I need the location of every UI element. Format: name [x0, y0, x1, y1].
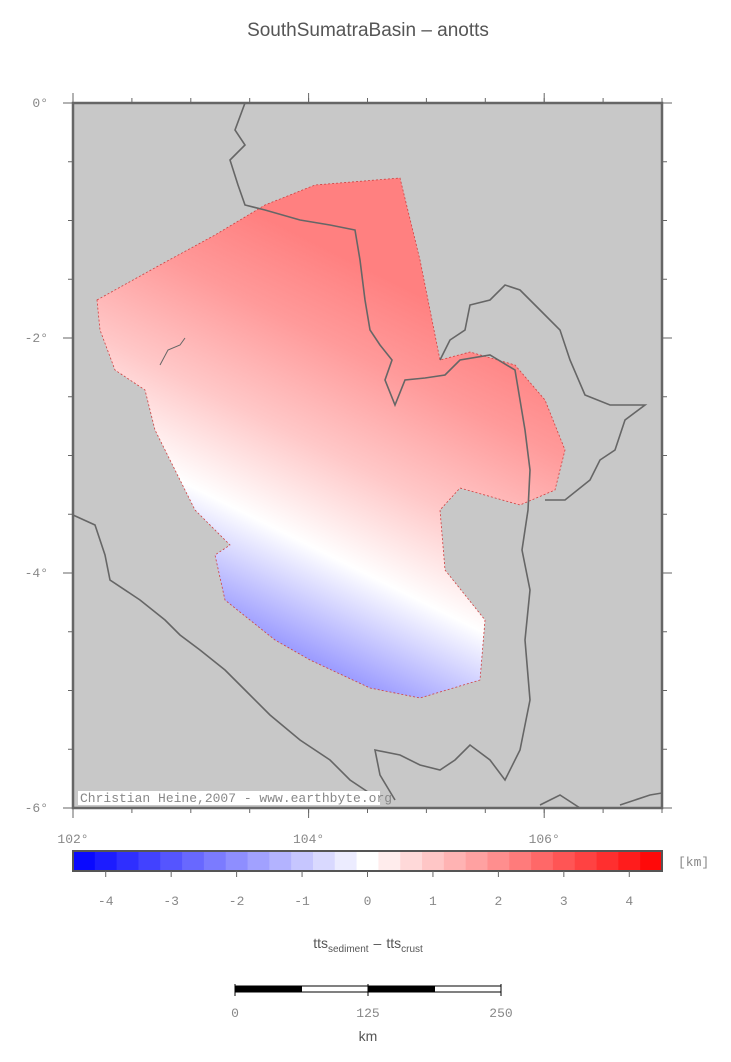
colorbar-cell [378, 851, 401, 871]
colorbar-tick-label: -4 [98, 894, 114, 909]
colorbar-tick-label: 2 [494, 894, 502, 909]
map-content [73, 103, 662, 808]
lat-tick-label: 0° [32, 96, 48, 111]
lat-tick-label: -6° [25, 801, 48, 816]
colorbar-cell [465, 851, 488, 871]
coastlines [73, 103, 662, 808]
scalebar: 0 125 250 km [231, 984, 513, 1044]
colorbar-cell [400, 851, 423, 871]
colorbar-label: ttssediment – ttscrust [313, 935, 423, 955]
colorbar: -4 -3 -2 -1 0 1 2 3 4 [km] [72, 850, 709, 909]
lat-tick-label: -2° [25, 331, 48, 346]
colorbar-cell [291, 851, 314, 871]
lat-tick-label: -4° [25, 566, 48, 581]
colorbar-cell [138, 851, 161, 871]
scalebar-segment [301, 985, 369, 993]
lon-tick-label: 102° [57, 832, 88, 847]
scalebar-tick-label: 250 [489, 1006, 512, 1021]
colorbar-cell [574, 851, 598, 871]
colorbar-cell [225, 851, 249, 871]
scalebar-segment [434, 985, 502, 993]
colorbar-unit: [km] [678, 855, 709, 870]
colorbar-cell [203, 851, 227, 871]
credit-box [78, 791, 380, 805]
colorbar-cell [160, 851, 183, 871]
colorbar-cell [596, 851, 619, 871]
scalebar-segment [367, 985, 435, 993]
scalebar-tick-label: 125 [356, 1006, 379, 1021]
label-part: tts [313, 935, 328, 951]
colorbar-cell [640, 851, 663, 871]
colorbar-cell [422, 851, 445, 871]
label-part: tts [386, 935, 401, 951]
colorbar-cell [356, 851, 379, 871]
colorbar-cell [182, 851, 205, 871]
colorbar-cell [487, 851, 510, 871]
colorbar-tick-label: -3 [163, 894, 179, 909]
colorbar-cell [334, 851, 358, 871]
colorbar-tick-label: 4 [625, 894, 633, 909]
colorbar-tick-label: 3 [560, 894, 568, 909]
colorbar-tick-label: -1 [294, 894, 310, 909]
lon-tick-label: 106° [529, 832, 560, 847]
colorbar-tick-label: -2 [229, 894, 245, 909]
title: SouthSumatraBasin – anotts [247, 20, 489, 41]
label-part: – [374, 935, 382, 951]
scalebar-tick-label: 0 [231, 1006, 239, 1021]
colorbar-cell [312, 851, 336, 871]
colorbar-tick-label: 0 [364, 894, 372, 909]
colorbar-cell [552, 851, 576, 871]
lon-tick-label: 104° [293, 832, 324, 847]
colorbar-tick-label: 1 [429, 894, 437, 909]
colorbar-cell [531, 851, 554, 871]
scalebar-segment [234, 985, 302, 993]
colorbar-cell [116, 851, 139, 871]
label-subscript: crust [401, 944, 423, 955]
colorbar-cell [269, 851, 292, 871]
colorbar-cell [443, 851, 467, 871]
basin-anomaly [96, 177, 566, 699]
label-subscript: sediment [328, 944, 369, 955]
colorbar-cell [509, 851, 532, 871]
colorbar-cell [94, 851, 118, 871]
credit: Christian Heine,2007 - www.earthbyte.org [80, 791, 392, 806]
scalebar-unit: km [359, 1028, 378, 1044]
colorbar-cell [247, 851, 270, 871]
colorbar-cell [73, 851, 96, 871]
colorbar-cell [618, 851, 641, 871]
map-ticks: 102° 104° 106° 0° -2° -4° -6° [25, 93, 672, 847]
